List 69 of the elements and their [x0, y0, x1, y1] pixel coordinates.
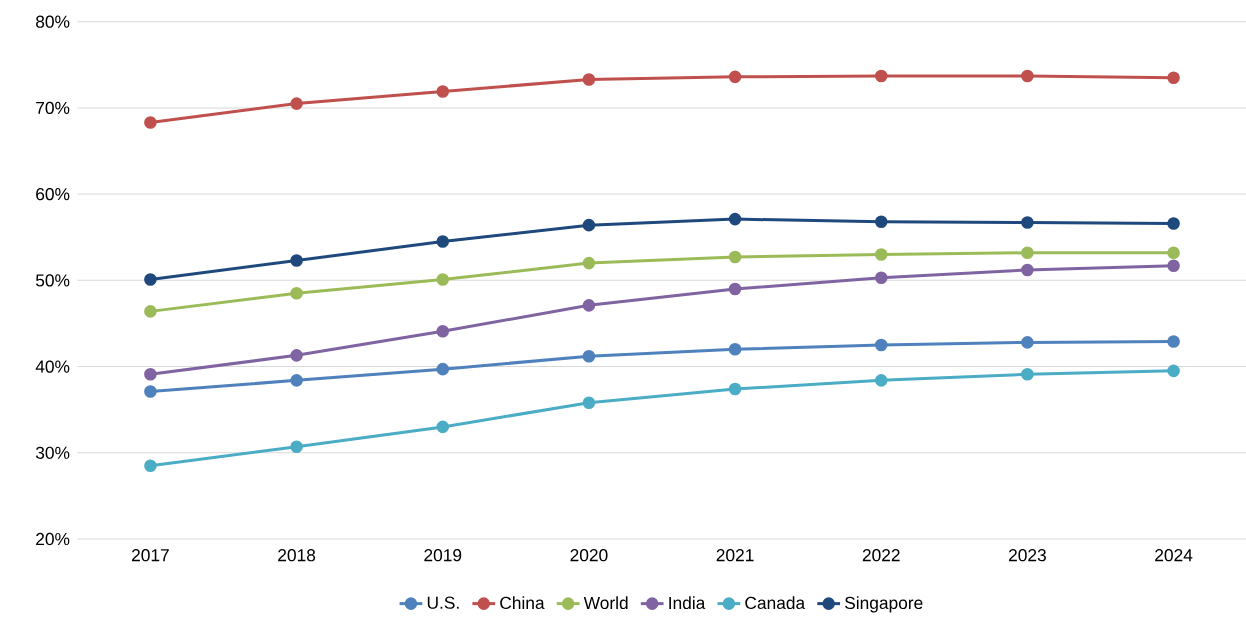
point	[582, 73, 596, 86]
point	[144, 116, 157, 129]
point	[582, 256, 596, 270]
y-tick-label: 60%	[36, 187, 70, 201]
point	[874, 248, 888, 261]
point	[144, 368, 157, 381]
point	[728, 250, 742, 264]
legend-label: Singapore	[845, 596, 923, 613]
point	[436, 324, 450, 338]
x-tick-label: 2018	[278, 549, 316, 562]
point	[582, 396, 596, 410]
point	[436, 85, 450, 98]
x-tick-label: 2020	[570, 549, 608, 562]
point	[728, 70, 742, 84]
point	[290, 254, 303, 267]
point	[436, 273, 450, 286]
point	[874, 69, 888, 83]
legend-label: India	[669, 596, 706, 610]
point	[1021, 368, 1034, 381]
point	[1167, 335, 1180, 348]
x-tick-label: 2024	[1155, 549, 1193, 562]
point	[1167, 71, 1180, 85]
y-tick-label: 50%	[35, 274, 70, 287]
point	[290, 440, 303, 454]
point	[874, 215, 888, 229]
point	[290, 349, 303, 362]
y-tick-label: 40%	[35, 360, 70, 373]
legend-label: China	[500, 596, 545, 610]
y-tick-label: 80%	[36, 15, 70, 28]
point	[1167, 217, 1180, 230]
y-tick-label: 30%	[35, 446, 70, 459]
x-tick-label: 2022	[862, 549, 900, 562]
point	[144, 273, 157, 286]
point	[1021, 69, 1034, 83]
point	[1167, 364, 1180, 378]
point	[144, 459, 157, 473]
point	[1021, 246, 1034, 260]
point	[1167, 259, 1180, 272]
point	[582, 218, 596, 232]
x-tick-label: 2023	[1009, 549, 1046, 562]
point	[144, 305, 157, 318]
point	[728, 212, 742, 226]
point	[290, 97, 303, 110]
point	[874, 338, 888, 352]
point	[582, 299, 596, 312]
point	[436, 362, 450, 376]
point	[1021, 263, 1034, 277]
point	[1021, 216, 1034, 229]
point	[290, 286, 303, 300]
point	[728, 343, 742, 356]
point	[728, 282, 742, 296]
y-tick-label: 20%	[36, 532, 70, 546]
legend-label: Canada	[745, 596, 806, 610]
legend-label: World	[583, 596, 628, 610]
point	[1167, 246, 1180, 260]
point	[874, 271, 888, 285]
point	[1021, 336, 1034, 349]
point	[144, 385, 157, 398]
y-tick-label: 70%	[36, 101, 70, 115]
point	[290, 374, 303, 387]
point	[436, 235, 450, 248]
x-tick-label: 2017	[132, 549, 169, 562]
point	[728, 382, 742, 396]
point	[874, 374, 888, 387]
point	[582, 349, 596, 363]
point	[436, 420, 450, 434]
x-tick-label: 2019	[424, 549, 462, 562]
x-tick-label: 2021	[716, 549, 754, 562]
legend-label: U.S.	[427, 596, 459, 609]
